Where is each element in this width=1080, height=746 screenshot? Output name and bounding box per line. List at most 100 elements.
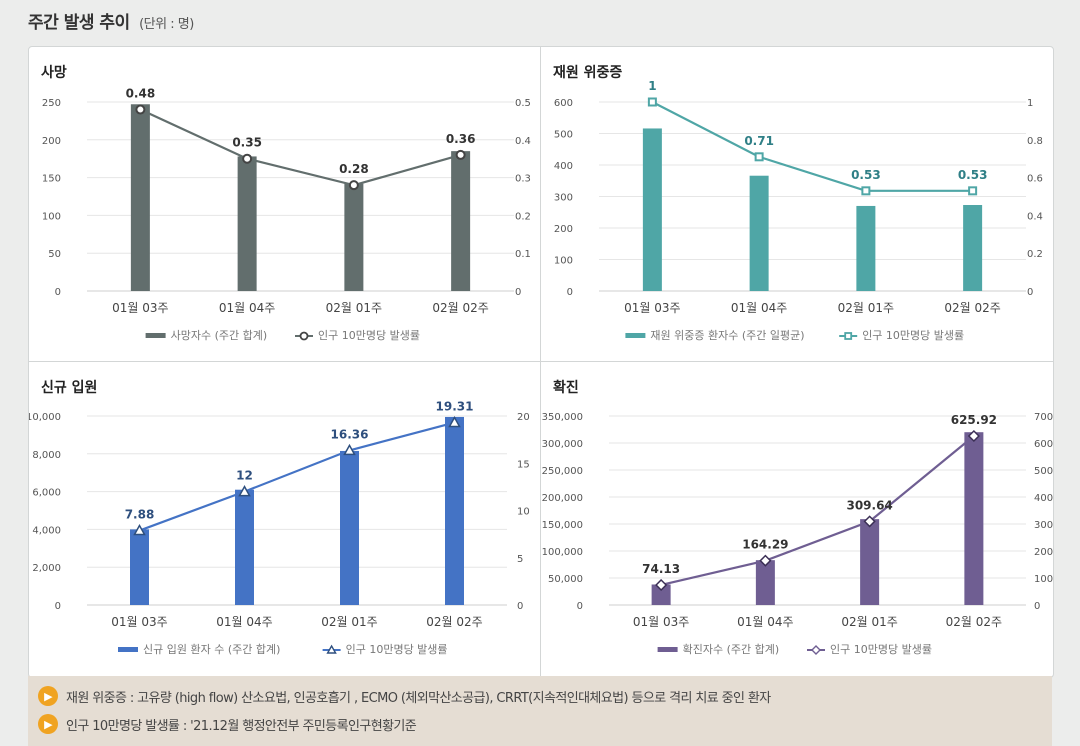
y-right-tick-label: 300 [1034, 520, 1053, 531]
line-marker [647, 97, 657, 107]
page-title: 주간 발생 추이 (단위 : 명) [28, 8, 194, 33]
line-marker [133, 523, 146, 536]
y-left-tick-label: 200 [42, 136, 61, 147]
data-label: 164.29 [742, 538, 788, 552]
y-left-tick-label: 2,000 [32, 563, 61, 574]
data-label: 1 [648, 79, 656, 93]
y-left-tick-label: 10,000 [29, 412, 61, 423]
y-left-tick-label: 0 [55, 601, 61, 612]
y-right-tick-label: 0.6 [1027, 174, 1043, 185]
bar [451, 151, 471, 291]
data-label: 0.48 [126, 87, 156, 101]
bar [964, 432, 984, 605]
legend: 신규 입원 환자 수 (주간 합계) 인구 10만명당 발생률 [118, 643, 448, 656]
x-tick-label: 02월 01주 [841, 615, 897, 629]
legend-marker [326, 644, 337, 654]
x-tick-label: 01월 04주 [219, 301, 275, 315]
data-label: 0.36 [446, 132, 476, 146]
y-right-tick-label: 0.4 [515, 136, 531, 147]
y-right-tick-label: 0.1 [515, 249, 531, 260]
chart-title-confirmed: 확진 [553, 380, 579, 396]
chart-title-admission: 신규 입원 [41, 380, 98, 396]
y-right-tick-label: 600 [1034, 439, 1053, 450]
y-left-tick-label: 0 [567, 287, 573, 298]
panel-divider-horizontal [29, 361, 1053, 362]
bar [749, 175, 769, 291]
line-marker [135, 104, 146, 115]
x-tick-label: 01월 03주 [111, 615, 167, 629]
bar [130, 529, 149, 605]
page-unit: (단위 : 명) [139, 17, 194, 32]
y-right-tick-label: 0.5 [515, 98, 531, 109]
legend: 확진자수 (주간 합계) 인구 10만명당 발생률 [657, 643, 932, 656]
legend-marker [844, 332, 853, 340]
note-text: 인구 10만명당 발생률 : '21.12월 행정안전부 주민등록인구현황기준 [66, 718, 417, 734]
x-tick-label: 02월 01주 [321, 615, 377, 629]
y-right-tick-label: 0 [1034, 601, 1040, 612]
notes-box: ▶ 재원 위중증 : 고유량 (high flow) 산소요법, 인공호흡기 ,… [28, 676, 1052, 746]
x-tick-label: 02월 02주 [944, 301, 1000, 315]
y-left-tick-label: 50 [48, 249, 61, 260]
data-label: 625.92 [951, 413, 997, 427]
chart-title-severe: 재원 위중증 [553, 65, 623, 81]
y-left-tick-label: 150 [42, 174, 61, 185]
y-left-tick-label: 4,000 [32, 525, 61, 536]
y-right-tick-label: 15 [517, 459, 530, 470]
legend-label: 확진자수 (주간 합계) [683, 643, 780, 656]
note-item: ▶ 인구 10만명당 발생률 : '21.12월 행정안전부 주민등록인구현황기… [38, 713, 417, 735]
chart-confirmed-svg: 0 50,000 100,000 150,000 200,000 250,000 300,0… [542, 412, 1053, 656]
x-tick-label: 01월 03주 [633, 615, 689, 629]
y-left-tick-label: 600 [554, 98, 573, 109]
bar [856, 205, 876, 291]
legend-label: 인구 10만명당 발생률 [346, 643, 448, 656]
y-right-tick-label: 0.2 [515, 211, 531, 222]
bar [860, 519, 880, 605]
x-tick-label: 01월 04주 [216, 615, 272, 629]
x-tick-label: 02월 02주 [432, 301, 488, 315]
line-marker [655, 578, 668, 592]
line-marker [348, 180, 359, 191]
line-marker [754, 152, 764, 162]
legend-bar-swatch [657, 647, 678, 652]
data-label: 0.53 [958, 168, 988, 182]
y-left-tick-label: 100,000 [542, 547, 583, 558]
bar [651, 584, 671, 605]
y-right-tick-label: 200 [1034, 547, 1053, 558]
chart-severe-svg: 0 100 200 300 400 500 600 0 0.2 0.4 0.6 0.8 1 01월 03주… [554, 79, 1043, 342]
chart-death: 사망 0 50 100 150 200 250 0 0.1 0.2 0.3 0.4 0.5 01월 03… [29, 47, 541, 361]
page-title-text: 주간 발생 추이 [28, 13, 130, 33]
bar [130, 104, 150, 291]
legend-bar-swatch [118, 647, 138, 652]
y-left-tick-label: 150,000 [542, 520, 583, 531]
y-right-tick-label: 0.2 [1027, 249, 1043, 260]
series-line [660, 435, 975, 587]
panel-divider-vertical [540, 47, 541, 677]
chart-panel: 사망 0 50 100 150 200 250 0 0.1 0.2 0.3 0.4 0.5 01월 03… [28, 46, 1054, 678]
bar [755, 560, 775, 605]
line-marker [861, 186, 871, 196]
line-marker [863, 515, 876, 528]
y-left-tick-label: 350,000 [542, 412, 583, 423]
line-marker [967, 429, 980, 443]
data-label: 16.36 [331, 427, 369, 441]
legend-label: 사망자수 (주간 합계) [171, 329, 268, 342]
bar [445, 416, 464, 605]
y-right-tick-label: 0.8 [1027, 136, 1043, 147]
data-label: 0.71 [744, 134, 774, 148]
legend-bar-swatch [625, 333, 646, 338]
line-marker [343, 443, 356, 456]
x-tick-label: 02월 02주 [946, 615, 1002, 629]
y-right-tick-label: 100 [1034, 574, 1053, 585]
bar [235, 489, 254, 605]
chart-death-svg: 0 50 100 150 200 250 0 0.1 0.2 0.3 0.4 0.5 01월 03주 01… [42, 87, 531, 342]
y-right-tick-label: 5 [517, 554, 523, 565]
y-right-tick-label: 0 [1027, 287, 1033, 298]
y-left-tick-label: 0 [577, 601, 583, 612]
data-label: 0.35 [232, 136, 262, 150]
y-right-tick-label: 700 [1034, 412, 1053, 423]
legend-marker [811, 645, 821, 655]
chart-severe: 재원 위중증 0 100 200 300 400 500 600 0 0.2 0.4 0.6 0.8 1… [541, 47, 1053, 361]
x-tick-label: 02월 01주 [838, 301, 894, 315]
y-right-tick-label: 1 [1027, 98, 1033, 109]
legend: 재원 위중증 환자수 (주간 일평균) 인구 10만명당 발생률 [625, 328, 964, 342]
